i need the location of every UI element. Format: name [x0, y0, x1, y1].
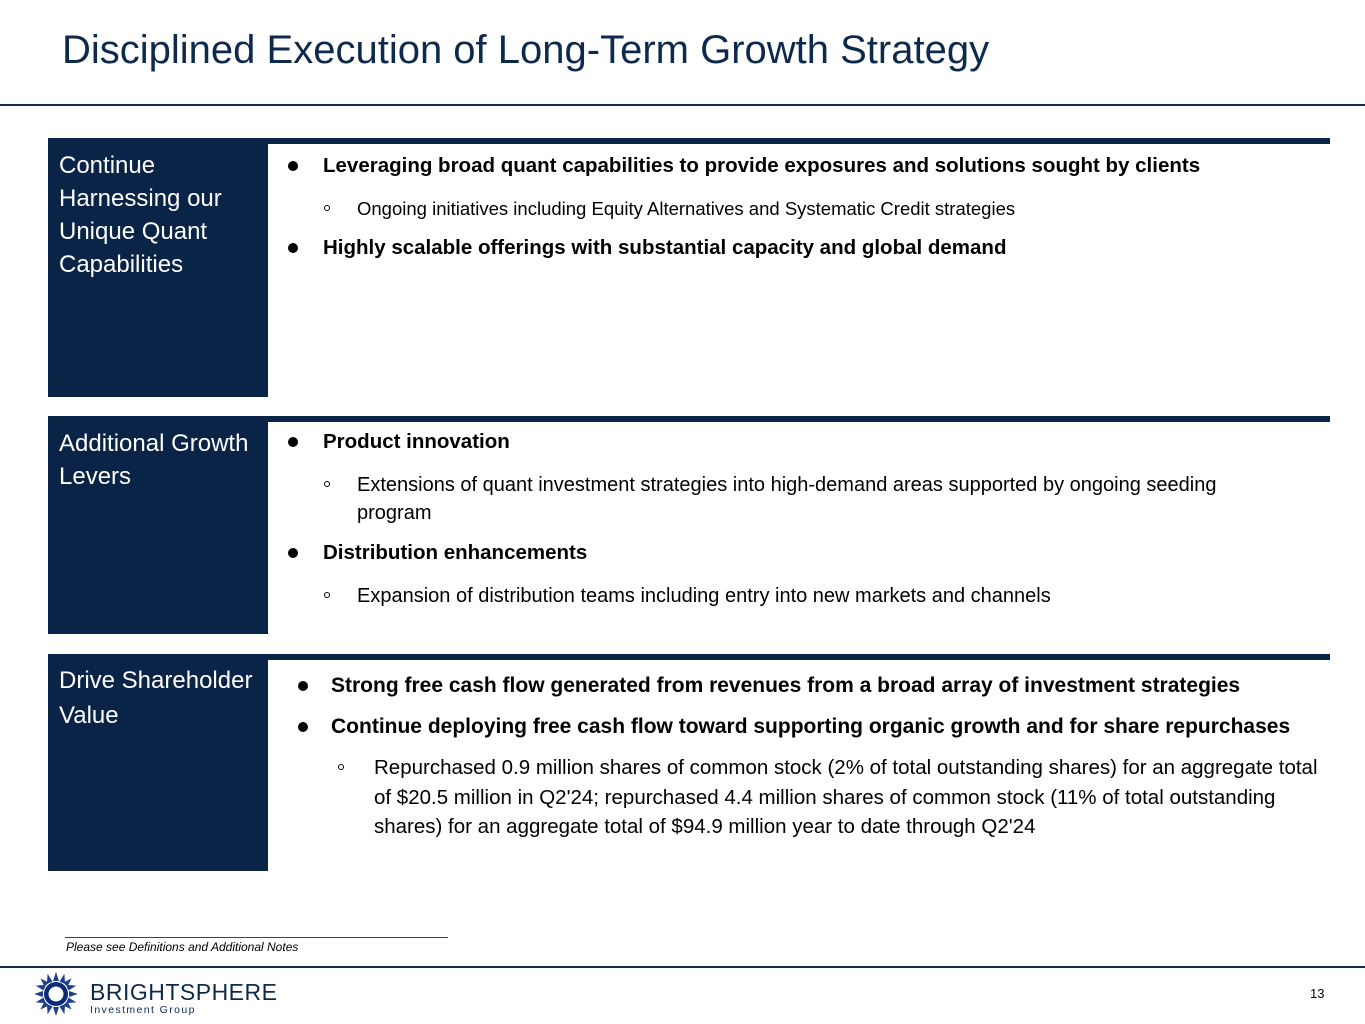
sub-bullet-text: Extensions of quant investment strategie… — [357, 474, 1217, 524]
bullet-item: Highly scalable offerings with substanti… — [288, 235, 1006, 261]
sub-bullet-text: Repurchased 0.9 million shares of common… — [374, 756, 1318, 838]
bullet-dot-icon — [288, 161, 298, 171]
sub-bullet-ring-icon — [324, 205, 330, 211]
bullet-text: Distribution enhancements — [323, 541, 588, 564]
section-label: Drive Shareholder Value — [48, 654, 268, 871]
bullet-dot-icon — [298, 722, 308, 732]
sub-bullet-item: Ongoing initiatives including Equity Alt… — [288, 195, 1015, 223]
section-top-bar — [48, 138, 1330, 144]
bullet-dot-icon — [288, 243, 298, 253]
company-logo: BRIGHTSPHERE Investment Group — [34, 970, 278, 1020]
bullet-text: Product innovation — [323, 430, 510, 453]
sub-bullet-item: Extensions of quant investment strategie… — [288, 471, 1278, 527]
sub-bullet-item: Repurchased 0.9 million shares of common… — [288, 753, 1318, 842]
logo-subtitle: Investment Group — [90, 1004, 196, 1016]
section-label: Continue Harnessing our Unique Quant Cap… — [48, 138, 268, 397]
bullet-dot-icon — [288, 548, 298, 558]
sub-bullet-ring-icon — [324, 592, 330, 598]
brightsphere-sunburst-icon — [34, 972, 78, 1016]
footer-divider — [0, 966, 1365, 968]
section-quant-capabilities: Continue Harnessing our Unique Quant Cap… — [48, 138, 1330, 397]
section-growth-levers: Additional Growth Levers Product innovat… — [48, 416, 1330, 634]
title-divider — [0, 104, 1365, 106]
section-label: Additional Growth Levers — [48, 416, 268, 634]
footnote-divider — [65, 937, 448, 938]
bullet-text: Highly scalable offerings with substanti… — [323, 236, 1007, 259]
logo-name: BRIGHTSPHERE — [90, 979, 278, 1005]
bullet-item: Strong free cash flow generated from rev… — [288, 673, 1240, 699]
sub-bullet-item: Expansion of distribution teams includin… — [288, 582, 1051, 610]
sub-bullet-ring-icon — [338, 764, 344, 770]
bullet-item: Continue deploying free cash flow toward… — [288, 714, 1290, 740]
bullet-text: Continue deploying free cash flow toward… — [331, 715, 1291, 738]
bullet-dot-icon — [298, 681, 308, 691]
sub-bullet-ring-icon — [324, 481, 330, 487]
section-shareholder-value: Drive Shareholder Value Strong free cash… — [48, 654, 1330, 871]
slide-title: Disciplined Execution of Long-Term Growt… — [62, 28, 990, 72]
bullet-text: Leveraging broad quant capabilities to p… — [323, 154, 1201, 177]
bullet-item: Product innovation — [288, 429, 510, 455]
bullet-dot-icon — [288, 437, 298, 447]
bullet-item: Distribution enhancements — [288, 540, 587, 566]
bullet-text: Strong free cash flow generated from rev… — [331, 674, 1241, 697]
bullet-item: Leveraging broad quant capabilities to p… — [288, 153, 1200, 179]
sub-bullet-text: Expansion of distribution teams includin… — [357, 585, 1051, 607]
footnote: Please see Definitions and Additional No… — [66, 940, 299, 954]
page-number: 13 — [1310, 986, 1325, 1001]
section-top-bar — [48, 416, 1330, 422]
sub-bullet-text: Ongoing initiatives including Equity Alt… — [357, 198, 1016, 219]
section-top-bar — [48, 654, 1330, 660]
